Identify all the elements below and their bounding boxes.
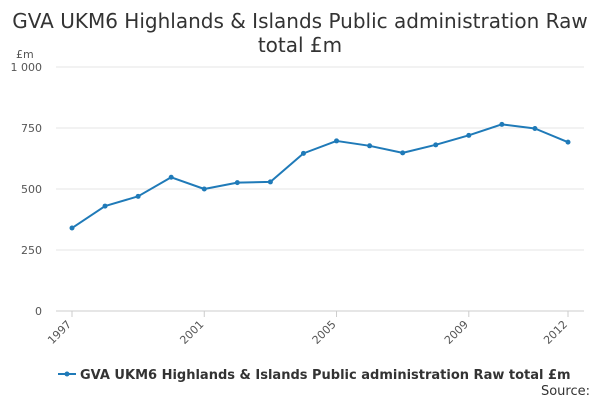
- data-point-2005[interactable]: [334, 138, 340, 144]
- gridlines: [56, 66, 584, 251]
- chart-title-line-1: GVA UKM6 Highlands & Islands Public admi…: [12, 9, 587, 33]
- source-label: Source:: [541, 384, 590, 399]
- data-point-2009[interactable]: [466, 132, 472, 138]
- y-tick-label-750: 750: [21, 122, 42, 135]
- data-point-1998[interactable]: [102, 203, 108, 209]
- x-tick-label-2005: 2005: [310, 318, 339, 347]
- y-tick-label-500: 500: [21, 183, 42, 196]
- series-layer: [69, 121, 571, 231]
- series-line-0: [71, 123, 569, 229]
- legend-dot-marker: [64, 371, 70, 377]
- data-point-2010[interactable]: [499, 121, 505, 127]
- x-tick-label-1997: 1997: [45, 318, 74, 347]
- data-point-2003[interactable]: [267, 179, 273, 185]
- data-point-2006[interactable]: [367, 143, 373, 149]
- data-point-2000[interactable]: [168, 174, 174, 180]
- y-tick-label-1000: 1 000: [11, 61, 43, 74]
- data-point-2011[interactable]: [532, 125, 538, 131]
- data-point-2007[interactable]: [400, 150, 406, 156]
- x-tick-label-2001: 2001: [177, 318, 206, 347]
- data-point-2012[interactable]: [565, 139, 571, 145]
- y-axis-unit-label: £m: [16, 48, 34, 61]
- data-point-2001[interactable]: [201, 186, 207, 192]
- data-point-1997[interactable]: [69, 225, 75, 231]
- x-tick-label-2012: 2012: [541, 318, 570, 347]
- x-tick-label-2009: 2009: [442, 318, 471, 347]
- data-point-2008[interactable]: [433, 142, 439, 148]
- legend-entry-label: GVA UKM6 Highlands & Islands Public admi…: [80, 368, 571, 383]
- data-point-1999[interactable]: [135, 193, 141, 199]
- y-tick-label-250: 250: [21, 244, 42, 257]
- data-point-2002[interactable]: [234, 180, 240, 186]
- x-axis: 1997 2001 2005 2009 2012: [45, 310, 584, 347]
- y-tick-label-0: 0: [35, 305, 42, 318]
- chart-title-line-2: total £m: [258, 33, 342, 57]
- data-point-2004[interactable]: [300, 150, 306, 156]
- y-axis-tick-labels: 0 250 500 750 1 000: [11, 61, 43, 318]
- legend[interactable]: GVA UKM6 Highlands & Islands Public admi…: [58, 368, 571, 383]
